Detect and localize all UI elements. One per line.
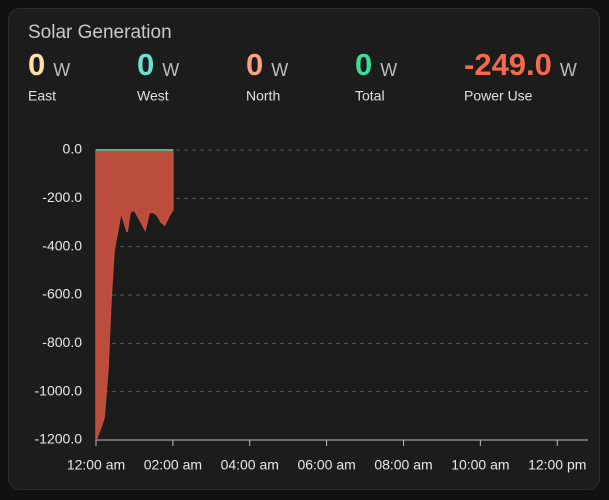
stat-label: North	[246, 88, 280, 104]
stat-label: Power Use	[464, 88, 533, 104]
stat-value: 0	[137, 47, 154, 82]
x-tick-label: 12:00 am	[67, 457, 125, 473]
x-tick-label: 06:00 am	[297, 457, 355, 473]
y-tick-label: -1200.0	[35, 431, 83, 447]
y-tick-label: 0.0	[63, 141, 83, 157]
stat-unit: W	[162, 60, 179, 80]
y-tick-label: -600.0	[42, 286, 82, 302]
area	[95, 149, 174, 441]
y-tick-label: -200.0	[42, 189, 82, 205]
y-tick-label: -400.0	[42, 237, 82, 253]
x-tick-label: 12:00 pm	[528, 457, 586, 473]
stat-value: 0	[246, 47, 263, 82]
x-tick-label: 04:00 am	[221, 457, 279, 473]
stat-label: Total	[355, 88, 385, 104]
stat-unit: W	[53, 60, 70, 80]
stat-label: East	[28, 88, 56, 104]
x-tick-label: 08:00 am	[374, 457, 432, 473]
stat-value: 0	[355, 47, 372, 82]
stat-value: 0	[28, 47, 45, 82]
stat-unit: W	[271, 60, 288, 80]
stat-unit: W	[380, 60, 397, 80]
x-tick-label: 10:00 am	[451, 457, 509, 473]
stat-label: West	[137, 88, 169, 104]
stat-unit: W	[560, 60, 577, 80]
card-title: Solar Generation	[28, 22, 172, 43]
stat-value: -249.0	[464, 47, 552, 82]
x-tick-label: 02:00 am	[144, 457, 202, 473]
y-tick-label: -1000.0	[35, 382, 83, 398]
y-tick-label: -800.0	[42, 334, 82, 350]
